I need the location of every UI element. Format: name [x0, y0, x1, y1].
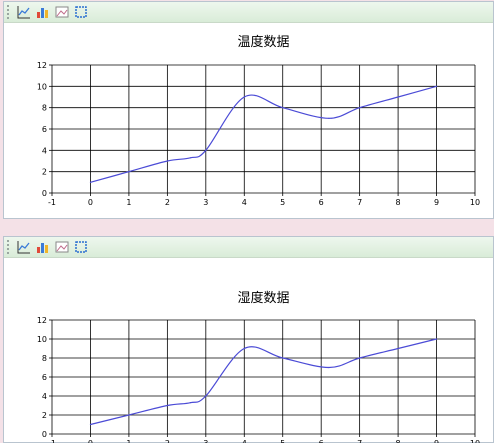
data-point [128, 171, 130, 173]
x-tick-label: 7 [357, 439, 362, 443]
data-point [166, 404, 168, 407]
x-tick-label: 10 [470, 439, 480, 443]
data-point [205, 149, 207, 151]
series-line [90, 85, 437, 183]
data-point [243, 96, 245, 98]
line-chart-icon[interactable] [16, 239, 32, 255]
x-tick-label: 8 [396, 198, 401, 207]
image-icon[interactable] [54, 239, 70, 255]
chart-toolbar [4, 2, 493, 23]
data-point [328, 117, 330, 119]
image-icon[interactable] [54, 4, 70, 20]
select-icon[interactable] [73, 4, 89, 20]
data-point [282, 357, 284, 359]
x-tick-label: 6 [319, 439, 324, 443]
chart-title: 湿度数据 [237, 290, 289, 306]
y-tick-label: 8 [42, 104, 47, 113]
y-tick-label: 10 [37, 335, 47, 344]
data-point [359, 357, 361, 359]
x-tick-label: 2 [165, 198, 170, 207]
x-tick-label: 6 [319, 198, 324, 207]
data-point [359, 107, 361, 109]
x-tick-label: -1 [48, 439, 56, 443]
series-line [90, 338, 437, 426]
y-tick-label: 2 [42, 168, 47, 177]
select-icon[interactable] [73, 239, 89, 255]
data-point [189, 157, 192, 159]
data-point [89, 423, 92, 426]
x-tick-label: 4 [242, 198, 247, 207]
data-point [435, 85, 438, 87]
temperature-chart-panel: 温度数据 -1 0 1 2 3 4 5 6 7 8 9 10 0 2 4 6 8 10 12 [3, 1, 494, 219]
y-tick-label: 4 [42, 392, 47, 401]
x-tick-label: 5 [280, 439, 285, 443]
x-tick-label: 3 [203, 198, 208, 207]
x-tick-label: 3 [203, 439, 208, 443]
x-tick-label: 9 [434, 439, 439, 443]
x-tick-label: 0 [88, 439, 93, 443]
data-point [205, 395, 207, 397]
y-tick-label: 4 [42, 146, 47, 155]
data-point [166, 160, 168, 162]
chart-toolbar [4, 237, 493, 258]
y-tick-label: 2 [42, 411, 47, 420]
bar-chart-icon[interactable] [35, 239, 51, 255]
data-point [128, 414, 130, 416]
chart-title: 温度数据 [237, 34, 289, 50]
y-tick-label: 10 [37, 82, 47, 91]
y-tick-label: 6 [42, 373, 47, 382]
x-tick-label: 7 [357, 198, 362, 207]
x-tick-label: 0 [88, 198, 93, 207]
data-point [282, 107, 284, 109]
y-tick-label: 0 [42, 430, 47, 439]
x-tick-label: 1 [126, 439, 131, 443]
x-tick-label: 5 [280, 198, 285, 207]
data-point [397, 96, 399, 98]
data-point [328, 366, 330, 369]
x-tick-label: 10 [470, 198, 480, 207]
data-point [243, 347, 245, 350]
x-tick-label: 2 [165, 439, 170, 443]
y-tick-label: 6 [42, 125, 47, 134]
data-point [397, 347, 399, 350]
y-tick-label: 12 [37, 61, 47, 70]
x-tick-label: 4 [242, 439, 247, 443]
bar-chart-icon[interactable] [35, 4, 51, 20]
x-tick-label: 8 [396, 439, 401, 443]
y-tick-label: 12 [37, 316, 47, 325]
x-tick-label: 1 [126, 198, 131, 207]
y-tick-label: 8 [42, 354, 47, 363]
x-tick-label: 9 [434, 198, 439, 207]
x-tick-label: -1 [48, 198, 56, 207]
data-point [89, 181, 92, 183]
data-point [435, 338, 438, 340]
data-point [189, 402, 192, 404]
y-tick-label: 0 [42, 189, 47, 198]
toolbar-grip[interactable] [7, 240, 11, 254]
line-chart-icon[interactable] [16, 4, 32, 20]
toolbar-grip[interactable] [7, 5, 11, 19]
